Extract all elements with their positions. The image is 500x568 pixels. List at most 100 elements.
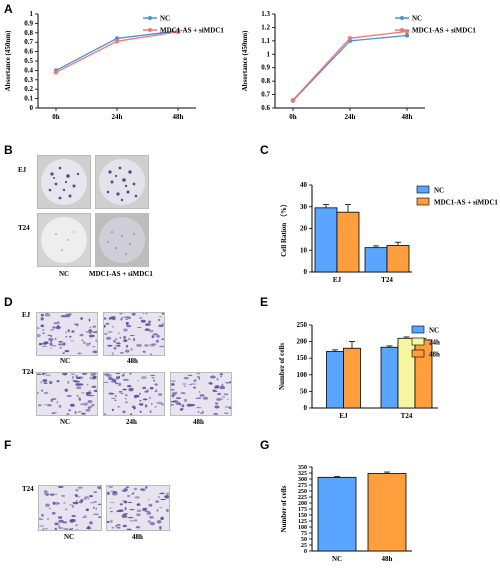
cell-blob: [54, 337, 57, 341]
cell-blob: [58, 343, 63, 346]
cell-blob: [228, 406, 231, 410]
cell-blob: [145, 486, 148, 489]
cell-blob: [122, 373, 125, 377]
cell-blob: [200, 412, 203, 415]
bar: [367, 473, 407, 552]
cell-blob: [37, 327, 40, 330]
f-col-nc: NC: [64, 533, 75, 541]
legend-marker: [400, 16, 404, 20]
cell-blob: [158, 324, 164, 328]
cell-blob: [134, 496, 140, 499]
cell-blob: [109, 316, 115, 320]
cell-blob: [92, 513, 99, 515]
cell-blob: [122, 388, 127, 391]
cell-blob: [47, 334, 51, 336]
cell-blob: [175, 397, 182, 400]
cell-blob: [39, 518, 42, 520]
cell-blob: [158, 393, 163, 396]
cell-blob: [48, 507, 52, 510]
cell-blob: [85, 342, 90, 347]
legend-swatch: [411, 325, 425, 334]
cell-blob: [45, 503, 50, 507]
cell-blob: [136, 513, 141, 517]
cell-blob: [171, 383, 175, 386]
y-tick-label: 1: [30, 10, 34, 18]
cell-blob: [77, 411, 82, 413]
cell-blob: [164, 495, 169, 499]
cell-blob: [87, 400, 93, 404]
cell-blob: [52, 397, 57, 401]
cell-blob: [130, 334, 135, 337]
cell-blob: [111, 317, 117, 320]
cell-blob: [61, 495, 66, 497]
cell-blob: [40, 324, 45, 328]
cell-blob: [119, 503, 123, 506]
cell-blob: [55, 326, 62, 330]
cell-blob: [157, 496, 161, 498]
cell-blob: [161, 313, 164, 315]
cell-blob: [196, 373, 201, 375]
legend-label: NC: [434, 187, 444, 195]
data-point: [175, 29, 181, 35]
y-axis-label: Absortance (450nm): [241, 30, 249, 92]
x-tick-label: 48h: [402, 113, 413, 121]
cell-blob: [220, 375, 222, 378]
cell-blob: [148, 503, 153, 507]
migration-photo-t24-48h: [170, 372, 232, 416]
cell-blob: [42, 329, 45, 331]
cell-blob: [116, 526, 121, 529]
cell-blob: [75, 488, 79, 492]
cell-blob: [126, 528, 132, 530]
cell-blob: [111, 325, 114, 328]
cell-blob: [69, 528, 73, 530]
cell-blob: [124, 349, 130, 353]
cell-blob: [89, 521, 93, 525]
y-tick-label: 0.7: [261, 91, 270, 99]
cell-blob: [127, 494, 131, 498]
cell-blob: [181, 404, 185, 408]
cell-blob: [144, 404, 148, 408]
cell-blob: [73, 323, 77, 325]
migration-photo-t24-nc: [36, 372, 98, 416]
cell-texture: [104, 313, 164, 355]
cell-blob: [88, 318, 91, 322]
x-tick-label: NC: [332, 555, 342, 563]
cell-blob: [58, 527, 64, 529]
y-tick-label: 50: [301, 537, 307, 543]
cell-blob: [139, 399, 142, 402]
cell-blob: [224, 412, 229, 414]
cell-blob: [130, 348, 133, 351]
b-row-label-ej: EJ: [18, 166, 27, 174]
cell-blob: [156, 334, 160, 338]
cell-blob: [142, 350, 145, 353]
cell-blob: [197, 375, 200, 378]
cell-blob: [126, 325, 132, 328]
cell-blob: [54, 522, 60, 525]
cell-blob: [225, 382, 231, 384]
cell-blob: [146, 389, 149, 392]
cell-blob: [67, 380, 70, 384]
cell-blob: [221, 396, 226, 398]
cell-blob: [88, 331, 92, 334]
cell-blob: [214, 402, 218, 405]
cell-blob: [140, 319, 146, 323]
cell-blob: [124, 513, 128, 515]
line-chart-a1: 00.1 0.20.3 0.40.50.6 0.70.8 0.91 Absortance …: [4, 10, 224, 121]
cell-blob: [75, 383, 81, 386]
cell-blob: [111, 526, 115, 529]
cell-blob: [92, 350, 97, 354]
legend-swatch: [411, 349, 425, 358]
cell-blob: [139, 488, 145, 491]
cell-blob: [42, 528, 44, 530]
cell-blob: [108, 392, 114, 395]
cell-blob: [49, 342, 53, 346]
cell-blob: [130, 387, 134, 389]
cell-blob: [139, 410, 142, 413]
cell-blob: [150, 402, 153, 406]
cell-blob: [111, 397, 116, 399]
cell-blob: [97, 503, 101, 506]
cell-blob: [124, 397, 127, 400]
cell-blob: [156, 509, 159, 512]
cell-blob: [221, 383, 224, 387]
cell-blob: [73, 501, 79, 505]
